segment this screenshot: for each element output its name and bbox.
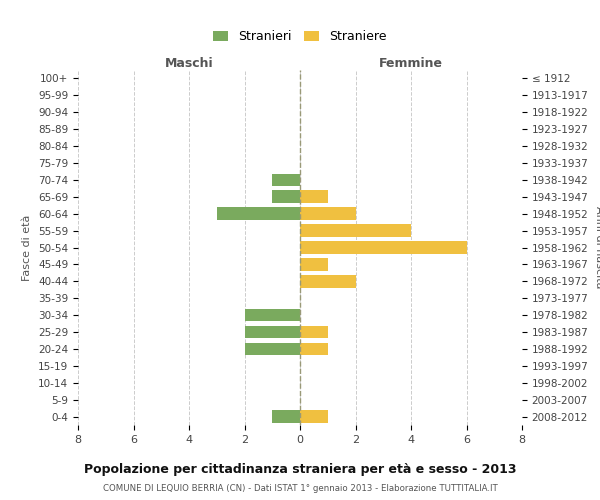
Bar <box>300 224 411 237</box>
Bar <box>300 410 328 423</box>
Bar <box>217 208 300 220</box>
Bar <box>300 275 355 287</box>
Bar <box>300 241 467 254</box>
Y-axis label: Fasce di età: Fasce di età <box>22 214 32 280</box>
Bar <box>300 342 328 355</box>
Bar <box>245 309 300 322</box>
Text: Popolazione per cittadinanza straniera per età e sesso - 2013: Popolazione per cittadinanza straniera p… <box>84 462 516 475</box>
Text: COMUNE DI LEQUIO BERRIA (CN) - Dati ISTAT 1° gennaio 2013 - Elaborazione TUTTITA: COMUNE DI LEQUIO BERRIA (CN) - Dati ISTA… <box>103 484 497 493</box>
Bar <box>272 410 300 423</box>
Bar <box>245 326 300 338</box>
Text: Maschi: Maschi <box>164 57 214 70</box>
Bar <box>300 326 328 338</box>
Bar <box>300 190 328 203</box>
Bar <box>300 208 355 220</box>
Bar <box>245 342 300 355</box>
Y-axis label: Anni di nascita: Anni di nascita <box>594 206 600 289</box>
Text: Femmine: Femmine <box>379 57 443 70</box>
Legend: Stranieri, Straniere: Stranieri, Straniere <box>209 26 391 47</box>
Bar <box>272 174 300 186</box>
Bar <box>300 258 328 270</box>
Bar <box>272 190 300 203</box>
